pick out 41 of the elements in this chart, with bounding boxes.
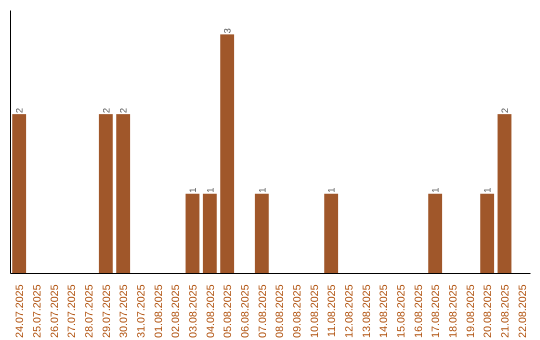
x-tick-label: 06.08.2025 <box>240 284 252 338</box>
data-label: 2 <box>500 108 510 114</box>
x-tick-label: 24.07.2025 <box>14 284 26 338</box>
x-tick-label: 05.08.2025 <box>222 284 234 338</box>
x-tick-label: 17.08.2025 <box>430 284 442 338</box>
data-label: 1 <box>257 188 268 193</box>
data-label: 1 <box>205 188 216 193</box>
x-tick-label: 18.08.2025 <box>448 284 460 338</box>
x-tick-label: 30.07.2025 <box>118 284 130 338</box>
data-label: 1 <box>326 188 337 193</box>
data-label: 2 <box>14 108 25 114</box>
x-tick-label: 10.08.2025 <box>308 284 321 338</box>
data-label: 2 <box>101 108 112 114</box>
data-label: 1 <box>482 188 493 193</box>
x-tick-label: 16.08.2025 <box>412 284 425 338</box>
x-tick-label: 28.07.2025 <box>84 284 96 338</box>
x-tick-label: 14.08.2025 <box>378 284 390 338</box>
x-tick-label: 12.08.2025 <box>344 284 356 338</box>
x-tick-label: 29.07.2025 <box>100 284 113 338</box>
x-tick-label: 26.07.2025 <box>48 284 61 338</box>
x-tick-label: 25.07.2025 <box>32 284 44 338</box>
x-tick-label: 22.08.2025 <box>516 284 529 338</box>
x-tick-label: 27.07.2025 <box>66 284 78 338</box>
x-tick-label: 07.08.2025 <box>256 284 269 338</box>
x-tick-label: 19.08.2025 <box>464 284 477 338</box>
x-tick-label: 01.08.2025 <box>152 284 165 338</box>
x-tick-label: 13.08.2025 <box>360 284 373 338</box>
x-tick-label: 04.08.2025 <box>204 284 217 338</box>
x-tick-label: 08.08.2025 <box>274 284 286 338</box>
data-label: 1 <box>188 188 198 193</box>
data-label: 1 <box>430 188 441 193</box>
x-tick-label: 03.08.2025 <box>188 284 200 338</box>
x-tick-label: 20.08.2025 <box>482 284 494 338</box>
x-tick-label: 21.08.2025 <box>500 284 512 338</box>
x-tick-label: 09.08.2025 <box>292 284 304 338</box>
x-tick-label: 02.08.2025 <box>170 284 182 338</box>
data-label: 3 <box>222 28 233 34</box>
x-tick-label: 11.08.2025 <box>326 284 338 338</box>
x-tick-label: 15.08.2025 <box>396 284 408 338</box>
x-tick-label: 31.07.2025 <box>136 284 148 338</box>
data-label: 2 <box>118 108 129 114</box>
